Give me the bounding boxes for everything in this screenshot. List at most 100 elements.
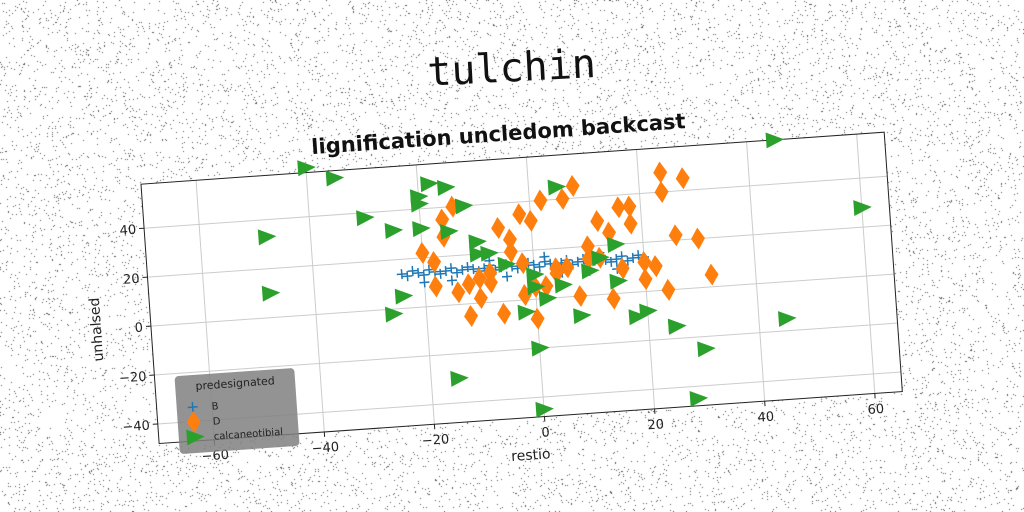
data-point-D <box>615 257 630 280</box>
data-point-calcaneotibial <box>535 401 554 418</box>
data-point-calcaneotibial <box>480 245 499 262</box>
data-point-D <box>638 268 653 291</box>
data-point-D <box>622 195 637 218</box>
data-point-D <box>523 209 538 232</box>
data-point-calcaneotibial <box>469 246 488 263</box>
data-point-D <box>472 267 487 290</box>
plot-background <box>140 132 903 444</box>
data-point-D <box>483 271 498 294</box>
data-point-calcaneotibial <box>517 304 537 321</box>
legend-marker-calcaneotibial <box>186 429 205 446</box>
data-point-calcaneotibial <box>409 189 429 206</box>
y-gridline <box>147 224 891 278</box>
data-point-calcaneotibial <box>420 176 439 193</box>
data-point-D <box>473 287 488 310</box>
data-point-B <box>446 275 458 286</box>
data-point-calcaneotibial <box>547 179 567 196</box>
data-point-B <box>440 265 451 277</box>
data-point-D <box>648 255 663 278</box>
data-point-D <box>565 174 580 197</box>
data-point-B <box>413 267 424 278</box>
y-gridline <box>144 175 888 229</box>
data-point-B <box>435 268 446 279</box>
data-point-D <box>533 189 548 212</box>
data-point-D <box>517 284 532 306</box>
data-point-calcaneotibial <box>394 288 414 305</box>
data-point-D <box>704 263 719 286</box>
x-tick-label: −20 <box>421 432 449 449</box>
data-point-D <box>539 275 554 298</box>
data-point-D <box>654 181 669 203</box>
data-point-D <box>503 240 518 263</box>
data-point-D <box>427 251 442 273</box>
data-point-B <box>539 251 550 262</box>
series-calcaneotibial <box>257 132 872 418</box>
data-point-B <box>572 256 583 267</box>
data-point-calcaneotibial <box>297 160 316 177</box>
data-point-B <box>501 271 513 282</box>
x-gridline <box>305 172 325 433</box>
data-point-D <box>691 227 705 250</box>
data-point-calcaneotibial <box>257 229 277 246</box>
data-point-calcaneotibial <box>384 223 404 239</box>
y-tick-label: 40 <box>119 223 137 239</box>
data-point-calcaneotibial <box>609 273 628 290</box>
data-point-D <box>573 285 588 308</box>
data-point-D <box>512 203 527 226</box>
data-point-calcaneotibial <box>639 303 658 320</box>
data-point-D <box>653 161 668 184</box>
x-tick-label: 20 <box>647 417 665 433</box>
x-tick-label: 0 <box>541 425 550 441</box>
data-point-D <box>415 242 430 264</box>
data-point-B <box>457 264 468 275</box>
data-point-B <box>534 261 545 272</box>
data-point-calcaneotibial <box>450 370 469 387</box>
data-point-D <box>637 251 652 274</box>
data-point-calcaneotibial <box>538 290 558 307</box>
data-point-calcaneotibial <box>628 309 648 326</box>
x-tick-label: −40 <box>311 440 339 457</box>
data-point-calcaneotibial <box>606 236 626 253</box>
data-point-calcaneotibial <box>497 256 517 273</box>
data-point-calcaneotibial <box>591 250 610 267</box>
data-point-B <box>611 254 622 265</box>
x-axis-label: restio <box>511 446 551 465</box>
data-point-D <box>549 262 564 285</box>
data-point-calcaneotibial <box>531 340 550 357</box>
data-point-D <box>497 302 512 325</box>
data-point-D <box>668 224 683 247</box>
data-point-calcaneotibial <box>384 306 404 323</box>
data-point-B <box>468 264 479 275</box>
data-point-D <box>491 217 506 240</box>
y-tick-label: −20 <box>119 370 147 387</box>
x-tick-label: 40 <box>757 410 775 426</box>
legend-title: predesignated <box>195 374 275 393</box>
data-point-B <box>446 263 457 274</box>
data-point-calcaneotibial <box>526 279 546 296</box>
data-point-calcaneotibial <box>554 277 573 294</box>
data-point-calcaneotibial <box>454 198 474 215</box>
y-tick-label: 0 <box>134 321 143 337</box>
data-point-D <box>623 212 638 235</box>
legend-box <box>174 368 300 454</box>
data-point-D <box>461 273 476 296</box>
data-point-B <box>451 267 463 278</box>
data-point-B <box>528 259 539 270</box>
y-axis-label: unhalsed <box>87 297 107 362</box>
data-point-B <box>407 265 418 276</box>
data-point-B <box>606 256 617 267</box>
y-gridline <box>154 322 898 376</box>
x-gridline <box>746 141 766 402</box>
data-point-calcaneotibial <box>689 391 709 407</box>
data-point-D <box>606 287 621 310</box>
data-point-calcaneotibial <box>440 224 459 241</box>
legend-marker-D <box>186 411 201 434</box>
data-point-D <box>590 210 605 233</box>
data-point-calcaneotibial <box>325 170 345 187</box>
data-point-calcaneotibial <box>412 221 431 238</box>
data-point-D <box>464 305 479 327</box>
x-tick-label: 60 <box>867 402 885 418</box>
data-point-calcaneotibial <box>778 311 797 328</box>
